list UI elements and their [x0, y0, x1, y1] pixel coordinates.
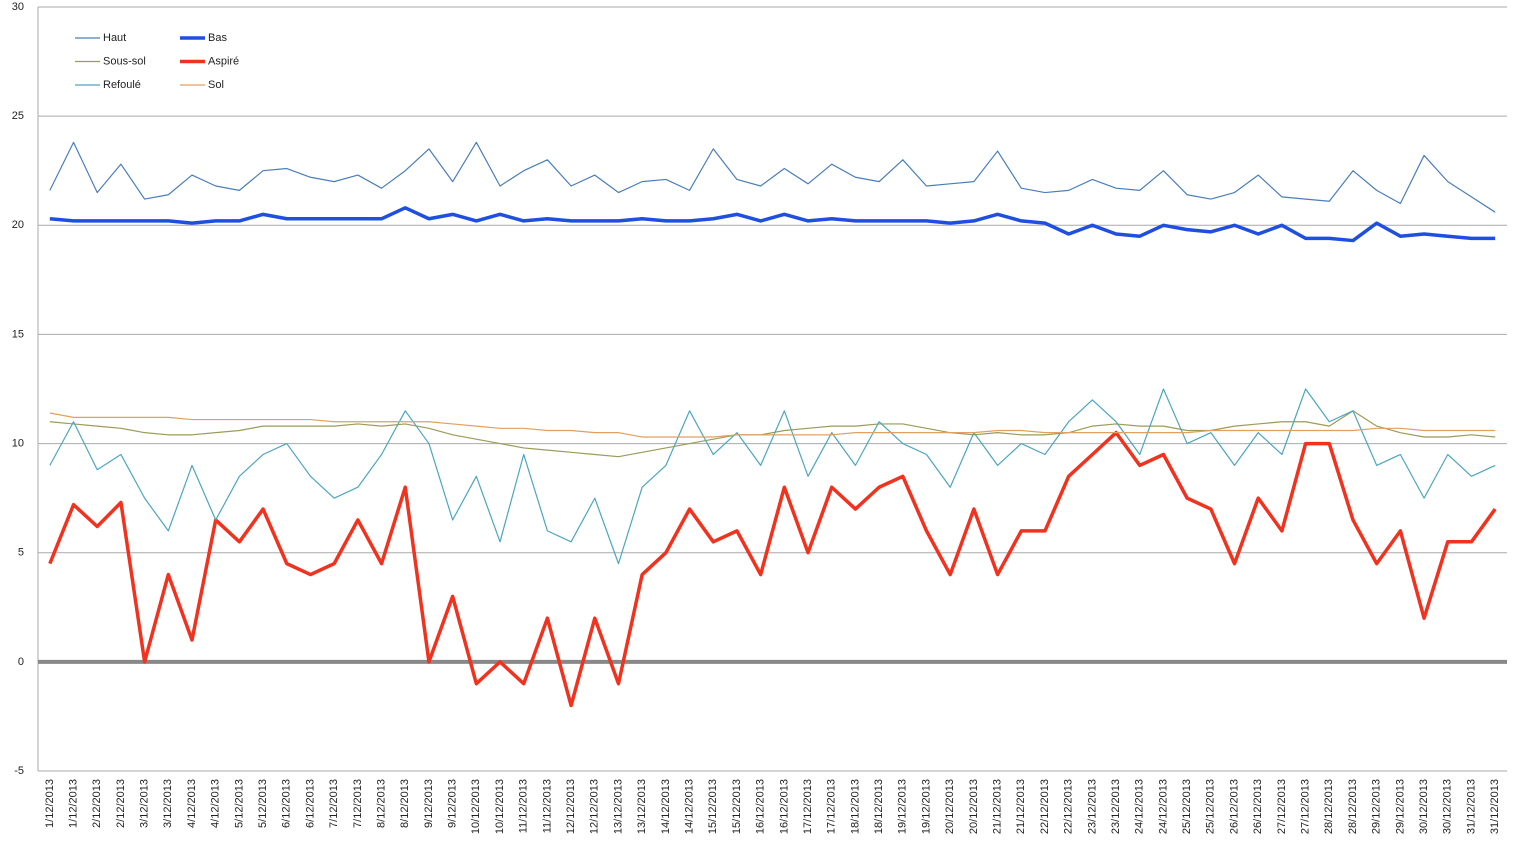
x-tick-label: 13/12/2013 — [636, 779, 648, 834]
y-tick-label: 0 — [18, 656, 24, 668]
x-tick-label: 6/12/2013 — [304, 779, 316, 828]
x-tick-label: 19/12/2013 — [920, 779, 932, 834]
x-tick-label: 14/12/2013 — [683, 779, 695, 834]
x-tick-label: 28/12/2013 — [1347, 779, 1359, 834]
x-tick-label: 9/12/2013 — [447, 779, 459, 828]
x-tick-label: 27/12/2013 — [1300, 779, 1312, 834]
x-tick-label: 17/12/2013 — [826, 779, 838, 834]
x-tick-label: 7/12/2013 — [328, 779, 340, 828]
x-tick-label: 31/12/2013 — [1489, 779, 1501, 834]
x-tick-label: 23/12/2013 — [1086, 779, 1098, 834]
legend-label: Refoulé — [103, 79, 141, 91]
x-tick-label: 16/12/2013 — [778, 779, 790, 834]
x-tick-label: 21/12/2013 — [1015, 779, 1027, 834]
series-line — [49, 410, 1496, 458]
x-tick-label: 1/12/2013 — [44, 779, 56, 828]
x-tick-label: 18/12/2013 — [849, 779, 861, 834]
legend-label: Haut — [103, 32, 126, 44]
x-tick-label: 24/12/2013 — [1157, 779, 1169, 834]
y-tick-label: 5 — [18, 547, 24, 559]
y-tick-label: 30 — [12, 1, 24, 13]
series-line — [49, 388, 1496, 565]
series-line — [49, 141, 1496, 213]
x-tick-label: 1/12/2013 — [67, 779, 79, 828]
x-tick-label: 25/12/2013 — [1181, 779, 1193, 834]
x-tick-label: 4/12/2013 — [210, 779, 222, 828]
x-tick-label: 30/12/2013 — [1418, 779, 1430, 834]
x-tick-label: 15/12/2013 — [707, 779, 719, 834]
x-tick-label: 31/12/2013 — [1465, 779, 1477, 834]
series-line — [48, 430, 1497, 708]
x-tick-label: 26/12/2013 — [1252, 779, 1264, 834]
x-tick-label: 19/12/2013 — [897, 779, 909, 834]
x-tick-label: 22/12/2013 — [1063, 779, 1075, 834]
x-tick-label: 8/12/2013 — [375, 779, 387, 828]
x-tick-label: 24/12/2013 — [1134, 779, 1146, 834]
x-tick-label: 6/12/2013 — [281, 779, 293, 828]
x-tick-label: 21/12/2013 — [991, 779, 1003, 834]
legend-label: Bas — [208, 32, 227, 44]
series-line — [49, 412, 1496, 438]
x-tick-label: 20/12/2013 — [968, 779, 980, 834]
x-tick-label: 12/12/2013 — [589, 779, 601, 834]
x-tick-label: 2/12/2013 — [91, 779, 103, 828]
x-tick-label: 7/12/2013 — [352, 779, 364, 828]
x-tick-label: 9/12/2013 — [423, 779, 435, 828]
x-tick-label: 4/12/2013 — [186, 779, 198, 828]
x-tick-label: 5/12/2013 — [257, 779, 269, 828]
x-tick-label: 16/12/2013 — [755, 779, 767, 834]
y-tick-label: 15 — [12, 328, 24, 340]
x-tick-label: 17/12/2013 — [802, 779, 814, 834]
x-tick-label: 22/12/2013 — [1039, 779, 1051, 834]
series-line — [49, 206, 1496, 243]
legend-label: Aspiré — [208, 55, 239, 67]
x-tick-label: 23/12/2013 — [1110, 779, 1122, 834]
x-tick-label: 14/12/2013 — [660, 779, 672, 834]
x-tick-label: 11/12/2013 — [541, 779, 553, 833]
x-tick-label: 29/12/2013 — [1394, 779, 1406, 834]
x-tick-label: 11/12/2013 — [518, 779, 530, 833]
x-tick-label: 26/12/2013 — [1228, 779, 1240, 834]
x-tick-label: 29/12/2013 — [1371, 779, 1383, 834]
x-tick-label: 3/12/2013 — [139, 779, 151, 828]
x-tick-label: 20/12/2013 — [944, 779, 956, 834]
legend-label: Sous-sol — [103, 55, 146, 67]
x-tick-label: 13/12/2013 — [612, 779, 624, 834]
y-tick-label: -5 — [14, 765, 24, 777]
y-tick-label: 20 — [12, 219, 24, 231]
x-tick-label: 12/12/2013 — [565, 779, 577, 834]
x-tick-label: 30/12/2013 — [1442, 779, 1454, 834]
x-tick-label: 25/12/2013 — [1205, 779, 1217, 834]
x-tick-label: 28/12/2013 — [1323, 779, 1335, 834]
x-tick-label: 5/12/2013 — [233, 779, 245, 828]
x-tick-label: 27/12/2013 — [1276, 779, 1288, 834]
y-tick-label: 25 — [12, 110, 24, 122]
x-tick-label: 10/12/2013 — [494, 779, 506, 834]
x-tick-label: 2/12/2013 — [115, 779, 127, 828]
x-tick-label: 10/12/2013 — [470, 779, 482, 834]
x-tick-label: 15/12/2013 — [731, 779, 743, 834]
x-tick-label: 3/12/2013 — [162, 779, 174, 828]
legend-label: Sol — [208, 79, 224, 91]
y-tick-label: 10 — [12, 437, 24, 449]
x-tick-label: 8/12/2013 — [399, 779, 411, 828]
x-tick-label: 18/12/2013 — [873, 779, 885, 834]
